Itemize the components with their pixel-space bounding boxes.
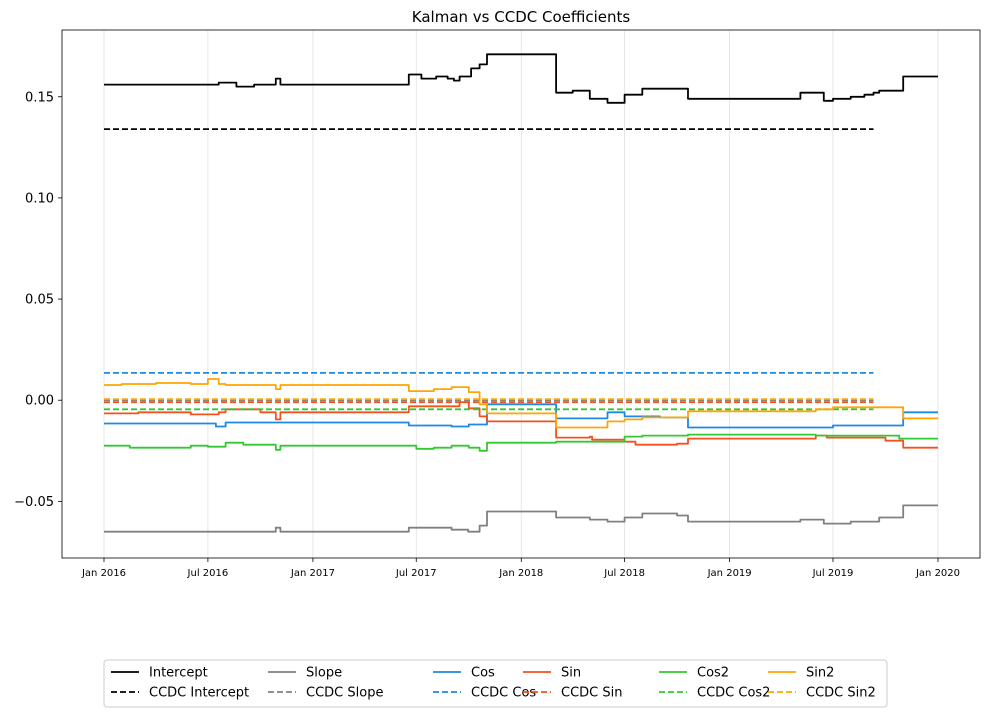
legend-label-1: CCDC Intercept (149, 686, 249, 701)
legend-label-5: CCDC Cos (471, 686, 536, 701)
chart-title: Kalman vs CCDC Coefficients (412, 8, 631, 26)
legend-label-3: CCDC Slope (306, 686, 383, 701)
legend-label-11: CCDC Sin2 (806, 686, 876, 701)
x-tick-label-8: Jan 2020 (915, 568, 960, 579)
legend-item-5: CCDC Cos (433, 686, 536, 701)
legend-item-10: Sin2 (768, 666, 834, 681)
legend-item-4: Cos (433, 666, 495, 681)
x-tick-label-1: Jul 2016 (187, 568, 229, 579)
x-axis: Jan 2016 Jul 2016 Jan 2017 Jul 2017 Jan 2018… (81, 558, 960, 579)
x-tick-label-7: Jul 2019 (812, 568, 854, 579)
legend-label-10: Sin2 (806, 666, 834, 681)
legend-item-9: CCDC Cos2 (659, 686, 770, 701)
legend-item-11: CCDC Sin2 (768, 686, 876, 701)
legend: Intercept CCDC Intercept Slope CCDC Slope Co… (103, 659, 888, 708)
legend-box (103, 659, 888, 708)
legend-label-6: Sin (561, 666, 581, 681)
legend-item-3: CCDC Slope (268, 686, 383, 701)
y-axis: 0.15 0.10 0.05 0.00 −0.05 (14, 90, 62, 510)
y-tick-label-1: 0.10 (25, 191, 54, 206)
legend-item-7: CCDC Sin (523, 686, 622, 701)
legend-item-6: Sin (523, 666, 581, 681)
series-line-10 (104, 378, 938, 429)
legend-label-9: CCDC Cos2 (697, 686, 770, 701)
plot-lines (104, 53, 938, 533)
x-tick-label-6: Jan 2019 (707, 568, 752, 579)
legend-label-7: CCDC Sin (561, 686, 622, 701)
series-line-8 (104, 433, 938, 452)
x-tick-label-0: Jan 2016 (81, 568, 126, 579)
legend-item-0: Intercept (111, 666, 208, 681)
grid-lines (103, 30, 939, 558)
x-tick-label-4: Jan 2018 (498, 568, 543, 579)
legend-label-2: Slope (306, 666, 342, 681)
y-tick-label-0: 0.15 (25, 90, 54, 105)
legend-label-0: Intercept (149, 666, 208, 681)
y-tick-label-4: −0.05 (14, 495, 54, 510)
series-line-2 (104, 504, 938, 533)
legend-label-8: Cos2 (697, 666, 729, 681)
legend-item-8: Cos2 (659, 666, 729, 681)
legend-item-2: Slope (268, 666, 342, 681)
series-line-4 (104, 403, 938, 429)
series-line-0 (104, 53, 938, 104)
x-tick-label-2: Jan 2017 (290, 568, 335, 579)
x-tick-label-3: Jul 2017 (395, 568, 437, 579)
x-tick-label-5: Jul 2018 (603, 568, 645, 579)
y-tick-label-3: 0.00 (25, 394, 54, 409)
legend-label-4: Cos (471, 666, 495, 681)
legend-item-1: CCDC Intercept (111, 686, 249, 701)
y-tick-label-2: 0.05 (25, 293, 54, 308)
